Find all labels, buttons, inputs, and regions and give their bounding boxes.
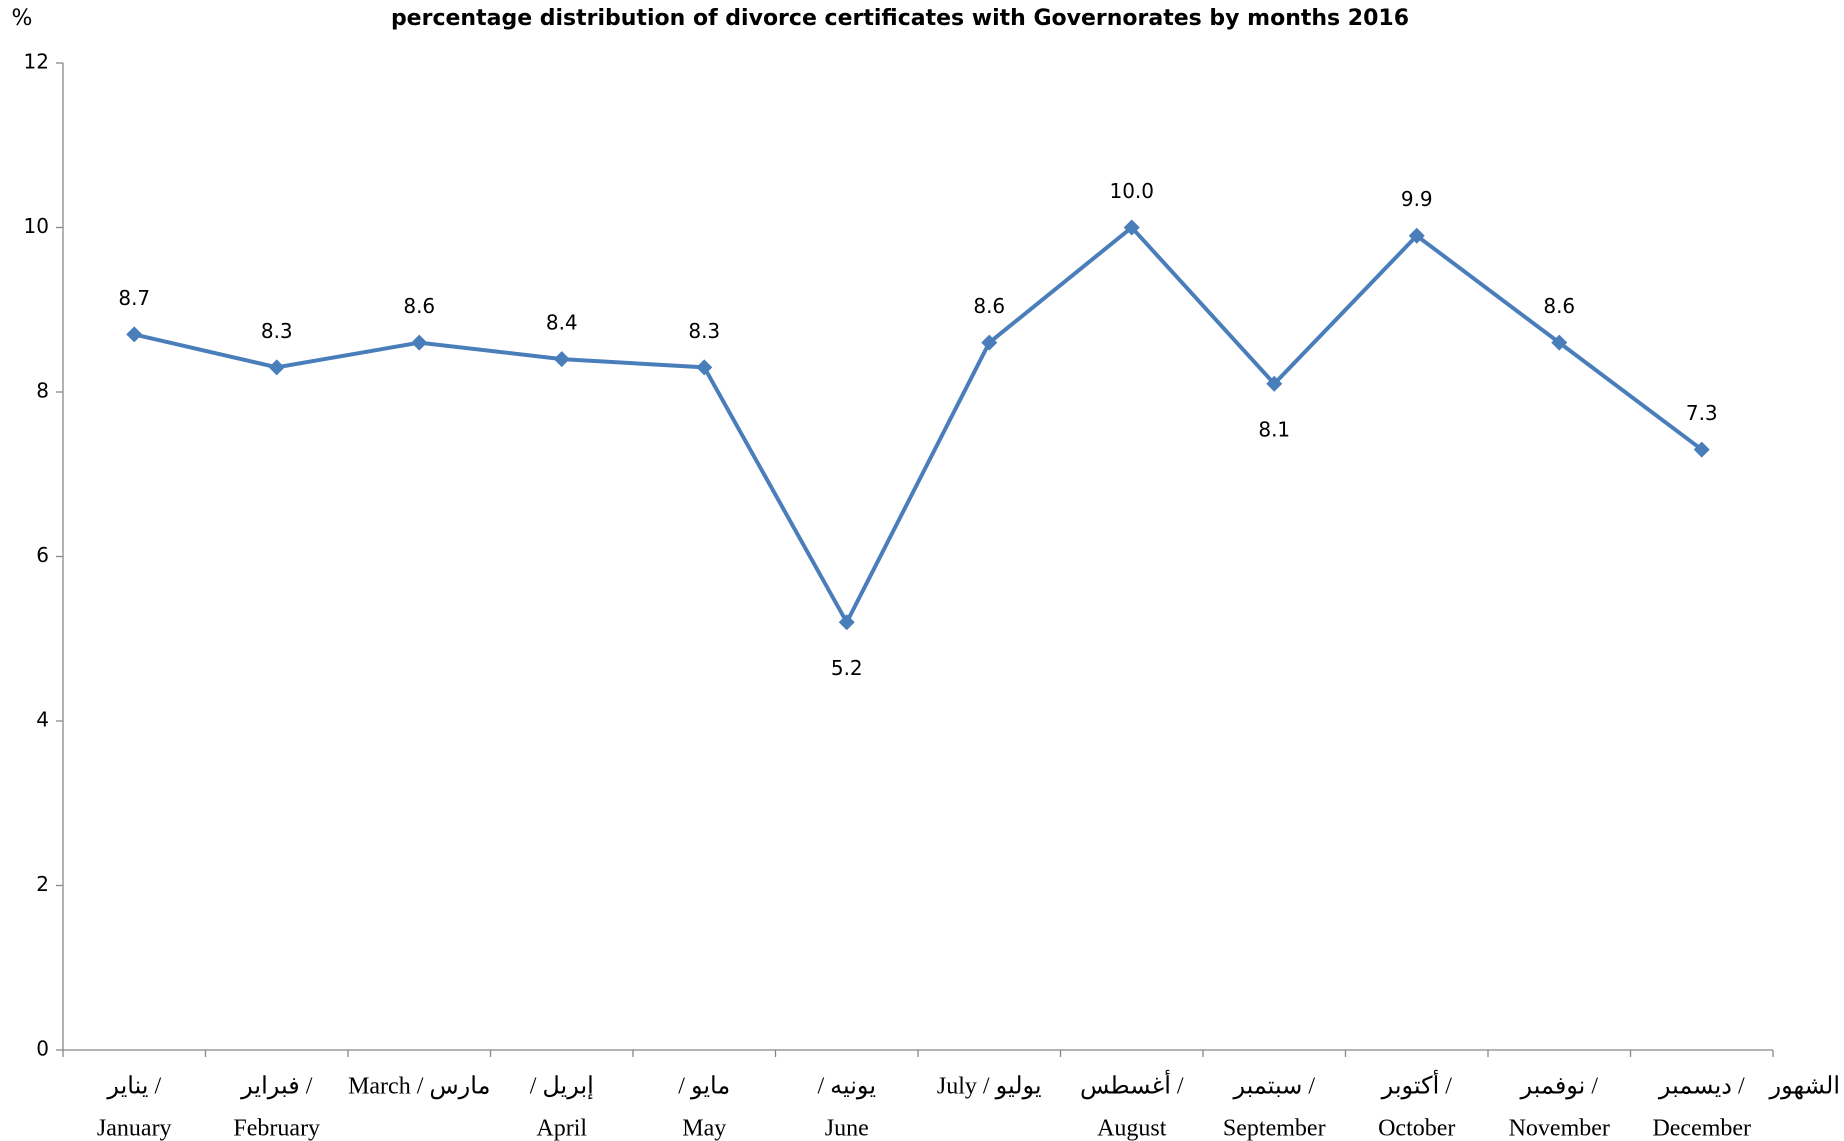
y-axis-label: % [12, 6, 33, 31]
data-label: 10.0 [1109, 179, 1154, 203]
marker [553, 351, 570, 368]
y-tick-label: 8 [36, 379, 49, 403]
marker [1551, 334, 1568, 351]
data-label: 8.6 [973, 294, 1005, 318]
data-label: 8.3 [261, 319, 293, 343]
x-tick-label: August [1097, 1116, 1167, 1141]
x-tick-label: / يونيه [817, 1074, 876, 1100]
marker [126, 326, 143, 343]
y-tick-label: 12 [24, 50, 49, 74]
marker [696, 359, 713, 376]
data-label: 8.6 [1543, 294, 1575, 318]
x-axis-label: الشهور [1769, 1074, 1840, 1100]
x-tick-label: ديسمبر / [1658, 1074, 1745, 1100]
y-tick-label: 6 [36, 543, 49, 567]
x-tick-label: November [1509, 1116, 1610, 1141]
x-tick-label: فبراير / [240, 1074, 313, 1100]
data-label: 8.3 [688, 319, 720, 343]
data-label: 5.2 [831, 656, 863, 680]
marker [268, 359, 285, 376]
data-label: 8.6 [403, 294, 435, 318]
x-tick-label: نوفمبر / [1519, 1074, 1598, 1100]
y-tick-label: 0 [36, 1037, 49, 1061]
y-tick-label: 2 [36, 872, 49, 896]
data-label: 8.4 [546, 311, 578, 335]
x-tick-label: December [1652, 1116, 1751, 1141]
y-tick-label: 4 [36, 708, 49, 732]
marker [981, 334, 998, 351]
x-tick-label: April [536, 1116, 587, 1141]
data-label: 8.1 [1258, 417, 1290, 441]
data-label: 9.9 [1401, 187, 1433, 211]
marker [1693, 441, 1710, 458]
line [133, 224, 1703, 627]
x-tick-label: February [233, 1116, 320, 1141]
x-tick-label: / مايو [678, 1074, 730, 1100]
x-tick-label: September [1223, 1116, 1326, 1141]
data-label: 7.3 [1686, 401, 1718, 425]
x-tick-label: أكتوبر / [1381, 1069, 1453, 1100]
x-tick-label: أغسطس / [1080, 1069, 1184, 1100]
marker [1408, 227, 1425, 244]
marker [1266, 375, 1283, 392]
x-tick-label: يناير / [106, 1074, 161, 1100]
x-tick-label: July / يوليو [937, 1074, 1042, 1100]
marker [838, 614, 855, 631]
x-tick-label: May [682, 1116, 726, 1141]
x-tick-label: سبتمبر / [1232, 1074, 1315, 1100]
marker [1123, 219, 1140, 236]
data-label: 8.7 [118, 286, 150, 310]
x-tick-label: January [97, 1116, 172, 1141]
x-tick-label: / إبريل [530, 1074, 594, 1100]
marker [411, 334, 428, 351]
x-tick-label: June [825, 1116, 869, 1141]
x-tick-label: October [1378, 1116, 1455, 1141]
y-tick-label: 10 [24, 214, 49, 238]
chart-title: percentage distribution of divorce certi… [391, 6, 1409, 31]
x-tick-label: March / مارس [348, 1074, 490, 1100]
